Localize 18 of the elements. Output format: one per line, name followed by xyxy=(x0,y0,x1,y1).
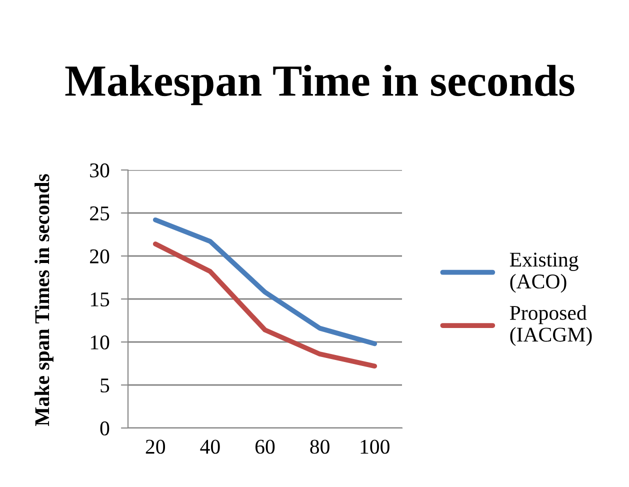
legend-label: Existing (ACO) xyxy=(510,252,578,293)
x-tick-label: 20 xyxy=(146,440,166,454)
y-tick-label: 5 xyxy=(100,378,110,392)
y-tick-label: 30 xyxy=(90,163,110,178)
x-tick-label: 40 xyxy=(200,440,220,454)
legend-label: Proposed (IACGM) xyxy=(510,305,592,346)
x-tick-label: 60 xyxy=(255,440,275,454)
y-tick-label: 25 xyxy=(90,206,110,220)
y-tick-label: 10 xyxy=(90,335,110,350)
y-axis-title: Make span Times in seconds xyxy=(34,174,54,426)
x-tick-label: 80 xyxy=(310,440,330,454)
line-series xyxy=(152,242,378,369)
chart-title: Makespan Time in seconds xyxy=(65,64,574,106)
y-tick-label: 15 xyxy=(90,292,110,306)
line-series xyxy=(152,217,378,346)
x-tick-label: 100 xyxy=(360,440,390,454)
y-tick-label: 0 xyxy=(100,421,110,436)
y-tick-label: 20 xyxy=(90,249,110,264)
